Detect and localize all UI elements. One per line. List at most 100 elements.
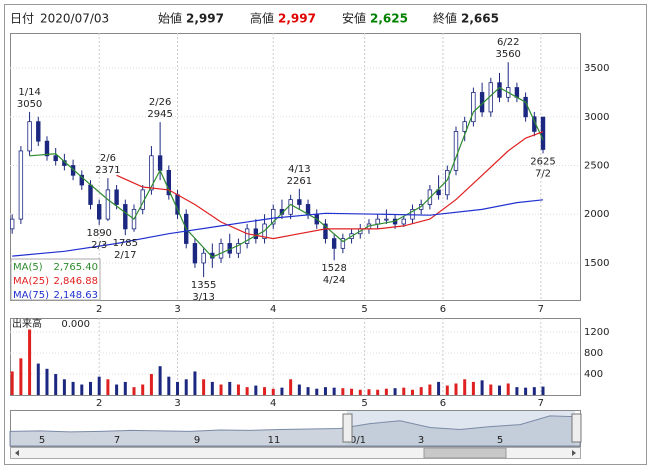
volume-bar	[350, 388, 354, 395]
annotation-value: 2371	[95, 165, 120, 176]
volume-bar	[202, 379, 206, 395]
annotation-value: 3050	[17, 99, 42, 110]
x-tick-label: 5	[361, 304, 367, 315]
candle-body	[27, 121, 32, 152]
volume-bar	[367, 389, 371, 395]
volume-bar	[158, 366, 162, 395]
candle-body	[331, 238, 337, 249]
volume-bar	[489, 384, 493, 395]
x-tick-label: 5	[361, 398, 367, 409]
header-value: 2,997	[186, 12, 224, 26]
x-tick-label: 4	[270, 398, 276, 409]
candle-body	[79, 174, 84, 186]
volume-bar	[19, 358, 23, 395]
annotation-value: 1528	[321, 263, 346, 274]
volume-bar	[524, 387, 528, 395]
legend-box	[10, 258, 101, 301]
candle-body	[523, 96, 528, 118]
candle-body	[244, 228, 250, 244]
volume-bar	[384, 388, 388, 395]
candle-body	[436, 189, 441, 196]
volume-bar	[228, 381, 232, 395]
candle-body	[401, 218, 406, 225]
ma-line	[116, 131, 544, 240]
candle-body	[36, 121, 41, 142]
volume-bar	[28, 329, 32, 395]
navigator-handle[interactable]	[571, 413, 582, 443]
scroll-left-arrow[interactable]	[15, 450, 19, 456]
volume-bar	[454, 383, 458, 395]
candle-body	[96, 204, 102, 220]
volume-bar	[376, 389, 380, 395]
y-tick-label: 1500	[584, 258, 609, 269]
legend-label: MA(75)	[13, 290, 49, 301]
header-value: 2020/07/03	[40, 12, 109, 26]
volume-bar	[332, 387, 336, 395]
volume-bar	[410, 389, 414, 395]
volume-bar	[36, 363, 40, 395]
volume-bar	[471, 381, 475, 395]
navigator-tick-label: 9	[194, 435, 200, 446]
volume-bar	[358, 389, 362, 395]
annotation-date: 2/17	[114, 250, 136, 261]
volume-bar	[184, 379, 188, 395]
volume-bar	[289, 379, 293, 395]
header-label: 安値	[342, 11, 366, 26]
volume-bar	[463, 379, 467, 395]
volume-panel	[10, 318, 581, 396]
volume-bar	[393, 388, 397, 395]
x-tick-label: 4	[270, 304, 276, 315]
legend-label: MA(5)	[13, 262, 43, 273]
header-value: 2,665	[461, 12, 499, 26]
header-label: 始値	[158, 11, 182, 26]
annotation-date: 2/6	[100, 153, 116, 164]
volume-bar	[210, 381, 214, 395]
navigator-tick-label: 0/1	[350, 435, 366, 446]
annotation-value: 3560	[495, 49, 520, 60]
volume-bar	[88, 381, 92, 395]
candle-body	[114, 189, 119, 205]
x-tick-label: 2	[96, 398, 102, 409]
candle-body	[88, 184, 93, 205]
y-tick-label: 1200	[584, 327, 609, 338]
header-label: 終値	[433, 11, 457, 26]
volume-bar	[271, 388, 275, 395]
navigator-area	[9, 415, 581, 447]
candle-body	[375, 218, 380, 225]
volume-bar	[45, 368, 49, 395]
volume-bar	[167, 376, 171, 395]
annotation-date: 4/13	[288, 164, 310, 175]
volume-bar	[306, 387, 310, 395]
candle-body	[236, 243, 241, 254]
volume-bar	[62, 379, 66, 395]
x-tick-label: 3	[174, 304, 180, 315]
candle-body	[288, 199, 293, 215]
legend-label: MA(25)	[13, 276, 49, 287]
volume-bar	[245, 387, 249, 395]
candle-body	[166, 169, 172, 196]
legend-value: 2,846.88	[53, 276, 98, 287]
volume-bar	[176, 381, 180, 395]
y-tick-label: 2500	[584, 161, 609, 172]
candle-body	[218, 243, 224, 259]
x-tick-label: 7	[538, 304, 544, 315]
header-label: 日付	[10, 12, 34, 26]
candle-body	[453, 131, 459, 171]
volume-bar	[149, 374, 153, 395]
candle-body	[192, 243, 198, 264]
volume-bar	[280, 387, 284, 395]
x-tick-label: 3	[174, 398, 180, 409]
navigator-tick-label: 5	[39, 435, 45, 446]
scrollbar-thumb[interactable]	[423, 447, 507, 459]
candle-body	[445, 169, 450, 196]
volume-bar	[236, 384, 240, 395]
navigator-tick-label: 11	[268, 435, 281, 446]
volume-bar	[480, 380, 484, 395]
candle-body	[340, 238, 346, 249]
annotation-date: 4/24	[323, 275, 345, 286]
volume-bar	[341, 388, 345, 395]
scroll-right-arrow[interactable]	[572, 450, 576, 456]
ma-line	[29, 86, 544, 258]
navigator-handle[interactable]	[342, 413, 353, 443]
